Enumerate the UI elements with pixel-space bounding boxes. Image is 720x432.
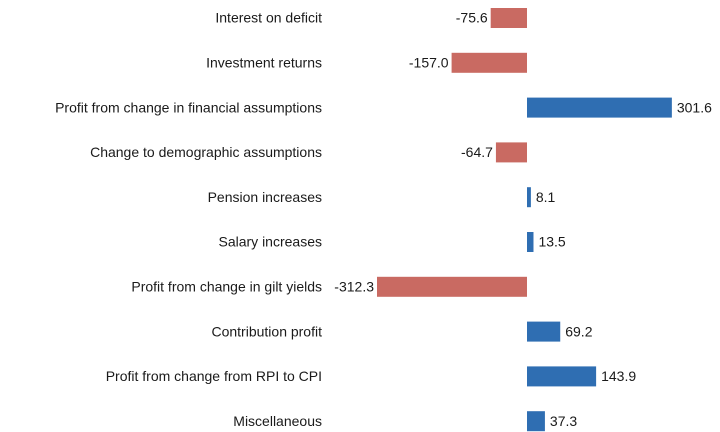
category-label: Salary increases [219,234,323,250]
value-label: 69.2 [565,323,592,339]
category-label: Profit from change in financial assumpti… [55,99,322,115]
bar [495,142,527,163]
value-label: -64.7 [461,144,493,160]
value-label: 37.3 [550,413,577,429]
category-label: Contribution profit [211,323,322,339]
bar [527,232,534,252]
bar [527,97,672,118]
bar [490,8,527,28]
value-label: 143.9 [601,368,636,384]
category-label: Pension increases [208,189,322,205]
bar [377,276,527,297]
bar [527,366,597,387]
value-label: -312.3 [334,279,374,295]
value-label: 301.6 [677,99,712,115]
category-label: Profit from change from RPI to CPI [106,368,322,384]
bar [527,411,545,432]
category-label: Miscellaneous [233,413,322,429]
value-label: 8.1 [536,189,556,205]
bar [527,321,561,342]
category-label: Change to demographic assumptions [90,144,322,160]
value-label: -157.0 [409,55,449,71]
value-label: 13.5 [538,234,565,250]
bar [527,187,531,208]
value-label: -75.6 [456,10,488,26]
category-label: Investment returns [206,55,322,71]
bar [451,52,527,73]
category-label: Interest on deficit [215,10,322,26]
category-label: Profit from change in gilt yields [131,279,322,295]
